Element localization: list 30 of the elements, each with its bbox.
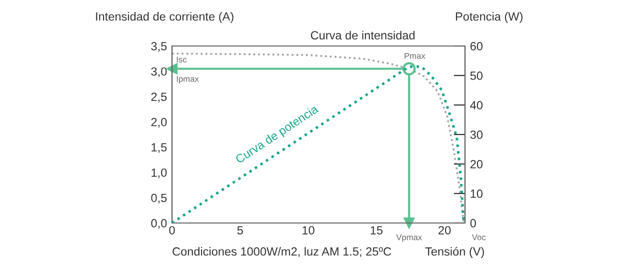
y2-tick-label: 60	[470, 42, 483, 50]
y-tick-label: 3,0	[151, 67, 167, 78]
x-tick-label: 5	[237, 226, 243, 234]
y-tick-label: 3,5	[151, 42, 167, 52]
annotation: Pmax	[404, 52, 426, 59]
annotation: Vpmax	[396, 234, 422, 242]
y2-tick-label: 10	[470, 190, 483, 198]
annotation: Ipmax	[176, 76, 199, 84]
x-tick-label: 15	[370, 226, 382, 234]
x-tick-label: 20	[438, 226, 451, 234]
y-tick-label: 1,0	[152, 168, 167, 178]
annotation: Voc	[472, 234, 486, 240]
y2-tick-label: 30	[470, 130, 483, 139]
y2-tick-label: 0	[470, 219, 476, 228]
x-tick-label: 10	[302, 226, 314, 234]
x-axis-title: Tensión (V)	[425, 246, 484, 258]
y-tick-label: 0,5	[151, 194, 167, 204]
y2-axis-title: Potencia (W)	[456, 12, 522, 23]
x-tick-label: 0	[169, 226, 175, 234]
y2-tick-label: 50	[470, 72, 483, 80]
y2-tick-label: 40	[470, 101, 483, 110]
series-label: Curva de intensidad	[310, 30, 415, 40]
annotation: Isc	[176, 56, 187, 62]
y-axis-title: Intensidad de corriente (A)	[96, 12, 234, 23]
y-tick-label: 2,5	[151, 92, 167, 102]
y-tick-label: 2,0	[151, 118, 167, 128]
y2-tick-label: 20	[470, 160, 483, 168]
text: Condiciones 1000W/m2, luz AM 1.5; 25ºC	[172, 246, 392, 258]
y-tick-label: 0,0	[151, 219, 167, 229]
y-tick-label: 1,5	[152, 143, 167, 153]
